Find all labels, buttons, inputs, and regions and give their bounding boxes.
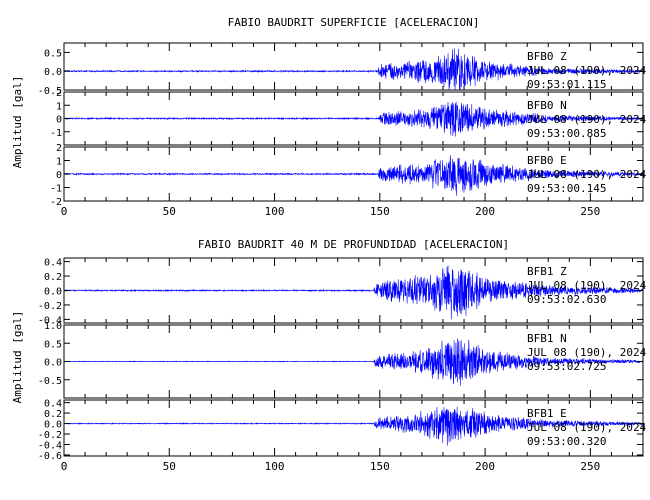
station-label: BFB1 Z [527, 265, 567, 278]
x-tick-label: 200 [475, 205, 495, 218]
y-tick-label: 0 [56, 170, 62, 181]
y-tick-label: -0.4 [38, 315, 62, 326]
y-tick-label: -0.6 [38, 451, 62, 462]
panel-frame [63, 399, 644, 457]
y-tick-label: -0.4 [38, 440, 62, 451]
waveform-trace [63, 48, 644, 91]
waveform-trace [63, 265, 643, 320]
y-tick-label: 0.0 [44, 420, 62, 431]
waveform-trace [63, 155, 644, 196]
y-tick-label: 0.0 [44, 358, 62, 369]
time-label: 09:53:00.885 [527, 127, 606, 140]
y-tick-label: 0 [56, 115, 62, 126]
y-tick-label: -2 [50, 197, 62, 208]
chart-title: FABIO BAUDRIT SUPERFICIE [ACELERACION] [228, 16, 480, 29]
x-tick-label: 50 [163, 205, 176, 218]
waveform-trace [63, 338, 644, 386]
y-tick-label: 0.5 [44, 339, 62, 350]
x-tick-label: 150 [370, 205, 390, 218]
y-tick-label: 0.2 [44, 272, 62, 283]
x-tick-label: 50 [163, 460, 176, 473]
x-tick-label: 200 [475, 460, 495, 473]
time-label: 09:53:02.630 [527, 293, 606, 306]
x-tick-label: 100 [265, 205, 285, 218]
y-tick-label: 0.4 [44, 258, 62, 269]
y-axis-label: Amplitud [gal] [11, 311, 24, 404]
y-tick-label: 2 [56, 88, 62, 99]
date-label: JUL 08 (190), 2024 [527, 64, 647, 77]
waveform-trace [63, 101, 644, 137]
station-label: BFB0 E [527, 154, 567, 167]
x-tick-label: 0 [61, 460, 68, 473]
x-tick-label: 250 [580, 460, 600, 473]
station-label: BFB0 N [527, 99, 567, 112]
y-tick-label: 0.2 [44, 409, 62, 420]
time-label: 09:53:00.320 [527, 435, 606, 448]
y-tick-label: 0.0 [44, 287, 62, 298]
time-label: 09:53:01.115 [527, 78, 606, 91]
station-label: BFB0 Z [527, 50, 567, 63]
y-tick-label: 1.0 [44, 321, 62, 332]
date-label: JUL 08 (190), 2024 [527, 168, 647, 181]
y-tick-label: 1 [56, 157, 62, 168]
y-tick-label: -1 [50, 184, 62, 195]
y-tick-label: 1 [56, 101, 62, 112]
date-label: JUL 08 (190), 2024 [527, 421, 647, 434]
y-tick-label: 0.5 [44, 48, 62, 59]
y-tick-label: -0.5 [38, 376, 62, 387]
station-label: BFB1 N [527, 332, 567, 345]
x-tick-label: 0 [61, 205, 68, 218]
station-label: BFB1 E [527, 407, 567, 420]
x-tick-label: 100 [265, 460, 285, 473]
time-label: 09:53:00.145 [527, 182, 606, 195]
y-tick-label: 0.4 [44, 399, 62, 410]
date-label: JUL 08 (190), 2024 [527, 113, 647, 126]
date-label: JUL 08 (190), 2024 [527, 279, 647, 292]
panel-frame [63, 42, 644, 91]
waveform-trace [63, 406, 644, 446]
x-tick-label: 150 [370, 460, 390, 473]
x-tick-label: 250 [580, 205, 600, 218]
y-tick-label: -0.2 [38, 430, 62, 441]
y-tick-label: -0.5 [38, 86, 62, 97]
y-axis-label: Amplitud [gal] [11, 76, 24, 169]
y-tick-label: -1 [50, 128, 62, 139]
y-tick-label: 2 [56, 143, 62, 154]
y-tick-label: -0.2 [38, 301, 62, 312]
time-label: 09:53:02.725 [527, 360, 606, 373]
chart-title: FABIO BAUDRIT 40 M DE PROFUNDIDAD [ACELE… [198, 238, 509, 251]
y-tick-label: 0.0 [44, 67, 62, 78]
date-label: JUL 08 (190), 2024 [527, 346, 647, 359]
